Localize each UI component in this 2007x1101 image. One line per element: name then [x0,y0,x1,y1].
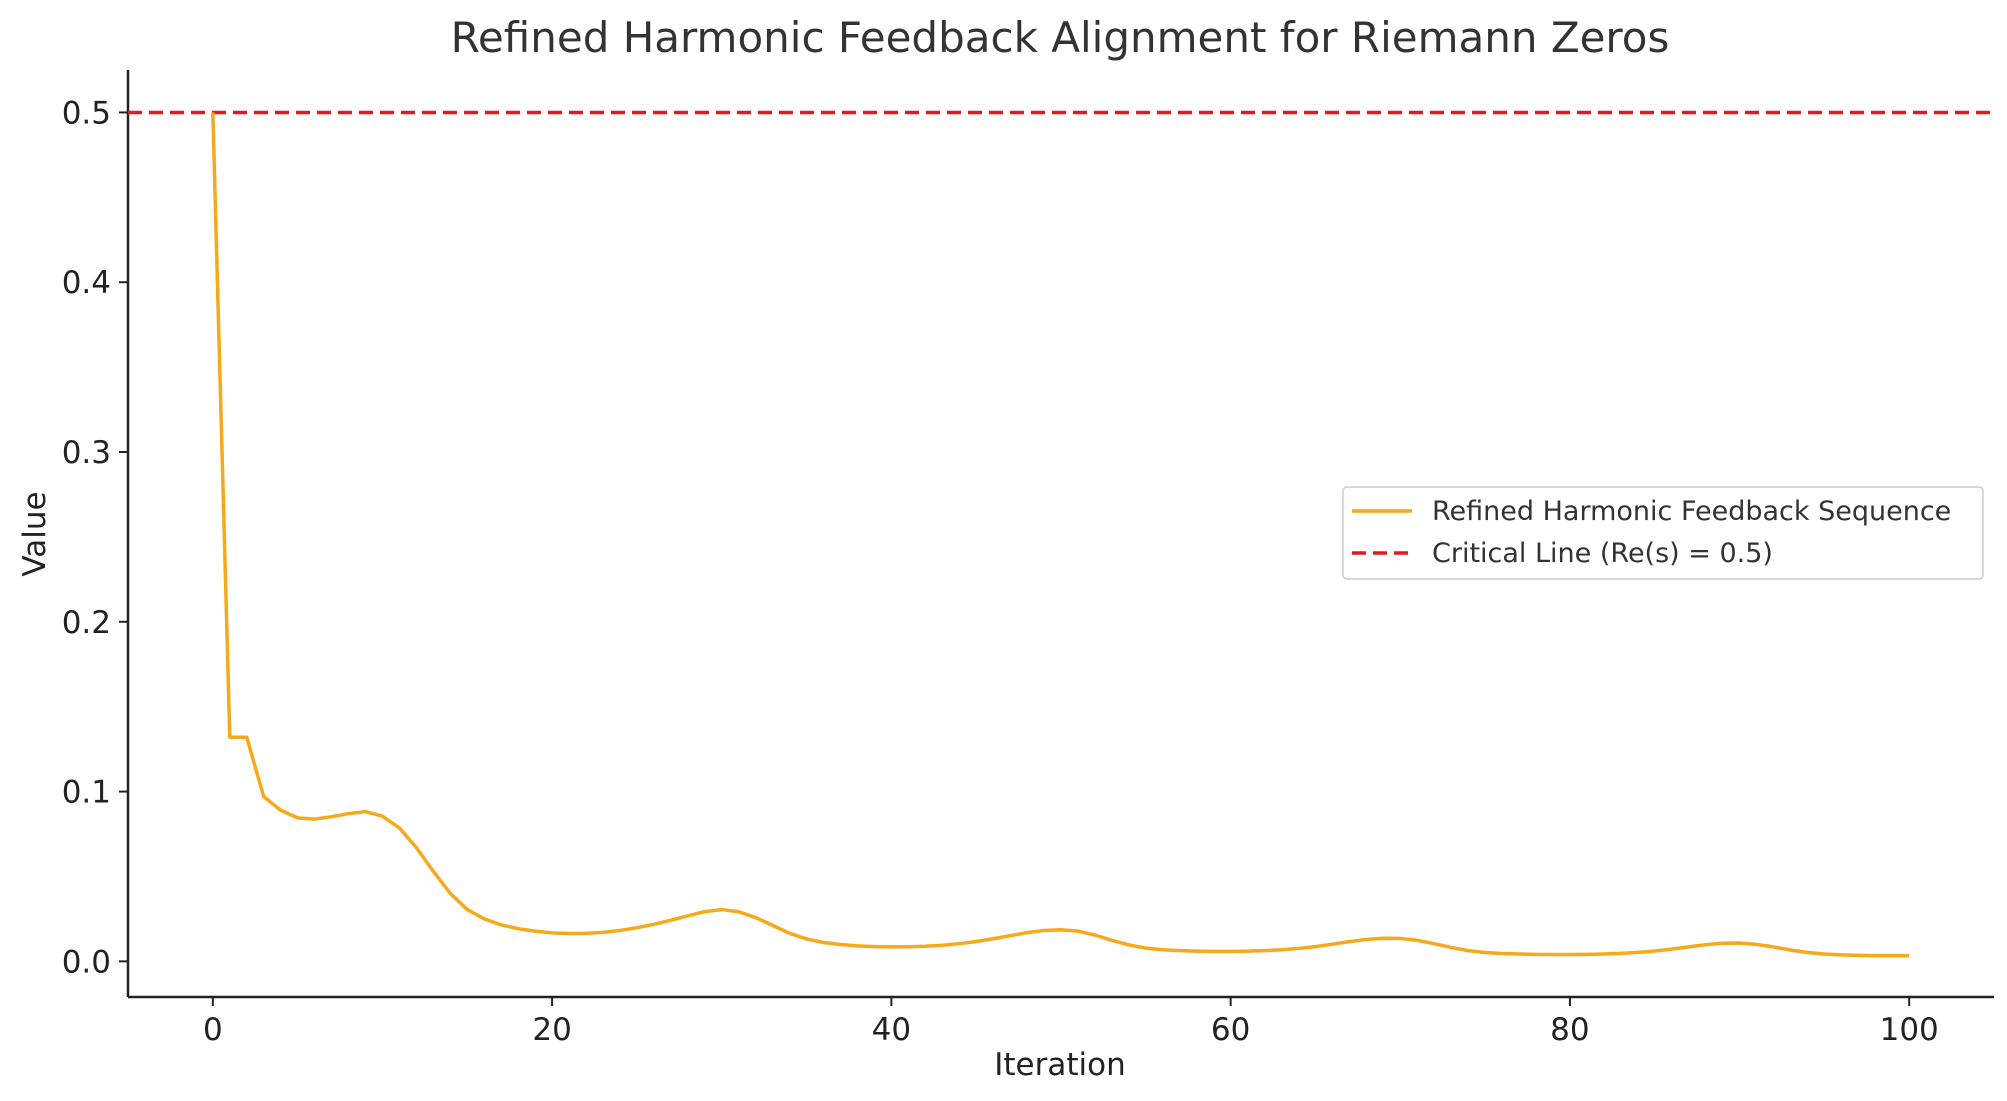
y-tick-label: 0.1 [62,775,111,811]
y-tick-label: 0.5 [62,95,111,131]
y-tick-label: 0.2 [62,605,111,641]
x-tick-label: 0 [203,1012,223,1048]
x-tick-label: 20 [532,1012,571,1048]
y-tick-label: 0.0 [62,944,111,980]
y-tick-label: 0.4 [62,265,111,301]
axes [126,70,1994,999]
legend-label-sequence: Refined Harmonic Feedback Sequence [1432,496,1951,527]
legend: Refined Harmonic Feedback Sequence Criti… [1342,486,1984,580]
x-ticks: 0 20 40 60 80 100 [203,997,1939,1048]
y-axis-label: Value [17,491,53,576]
chart-title: Refined Harmonic Feedback Alignment for … [451,13,1670,62]
x-axis-label: Iteration [994,1047,1126,1083]
x-tick-label: 40 [872,1012,911,1048]
x-tick-label: 80 [1550,1012,1589,1048]
y-tick-label: 0.3 [62,435,111,471]
harmonic-feedback-sequence-series [211,112,1910,958]
legend-label-critical-line: Critical Line (Re(s) = 0.5) [1432,538,1773,569]
legend-frame [1342,486,1984,580]
x-tick-label: 100 [1880,1012,1939,1048]
x-tick-label: 60 [1211,1012,1250,1048]
y-ticks: 0.0 0.1 0.2 0.3 0.4 0.5 [62,95,128,980]
plot-area [128,110,1994,958]
